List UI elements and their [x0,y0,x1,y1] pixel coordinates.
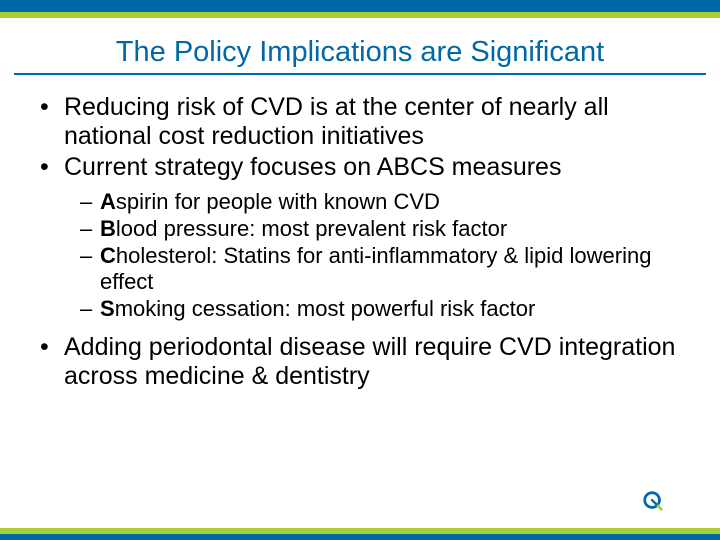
bullet-text: Aspirin for people with known CVD [100,189,692,215]
sub-bullet-item: – Smoking cessation: most powerful risk … [80,296,692,322]
bullet-marker: • [40,333,64,391]
q-logo-icon [642,490,664,512]
top-bar-blue [0,0,720,12]
slide-content: • Reducing risk of CVD is at the center … [0,93,720,391]
sub-bullet-item: – Blood pressure: most prevalent risk fa… [80,216,692,242]
slide-title: The Policy Implications are Significant [0,36,720,69]
bullet-text: Current strategy focuses on ABCS measure… [64,153,692,182]
bullet-text: Cholesterol: Statins for anti-inflammato… [100,243,692,295]
bullet-item: • Reducing risk of CVD is at the center … [40,93,692,151]
bullet-marker: – [80,296,100,322]
bullet-text: Reducing risk of CVD is at the center of… [64,93,692,151]
top-bar-green [0,12,720,18]
bullet-text: Smoking cessation: most powerful risk fa… [100,296,692,322]
bottom-bar-blue [0,534,720,540]
sub-bullet-item: – Aspirin for people with known CVD [80,189,692,215]
bullet-item: • Adding periodontal disease will requir… [40,333,692,391]
bullet-marker: • [40,153,64,182]
bullet-marker: – [80,243,100,295]
bullet-text: Blood pressure: most prevalent risk fact… [100,216,692,242]
bullet-text: Adding periodontal disease will require … [64,333,692,391]
bullet-item: • Current strategy focuses on ABCS measu… [40,153,692,182]
bullet-marker: – [80,216,100,242]
sub-bullet-item: – Cholesterol: Statins for anti-inflamma… [80,243,692,295]
bullet-marker: – [80,189,100,215]
bullet-marker: • [40,93,64,151]
title-underline [14,73,706,75]
